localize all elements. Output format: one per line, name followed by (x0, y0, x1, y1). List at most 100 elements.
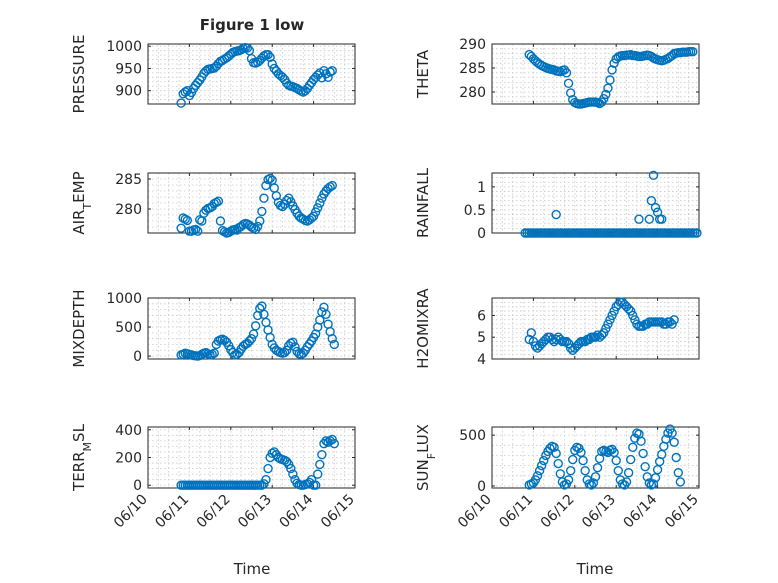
data-point (553, 458, 563, 469)
data-point (250, 321, 261, 331)
data-point (325, 67, 335, 77)
data-point (192, 226, 203, 236)
data-point (244, 336, 255, 346)
data-point (634, 214, 644, 224)
data-point (692, 228, 702, 238)
data-point (290, 342, 300, 352)
data-point (648, 479, 659, 489)
data-point (536, 460, 547, 471)
subplot-terr-msl: 0 200 400 06/10 06/11 06/12 06/13 06/14 06/15 TER… (70, 423, 358, 532)
data-point (261, 474, 271, 485)
y-tick-label: 0 (133, 478, 142, 494)
data-point (597, 330, 607, 340)
data-point (638, 448, 648, 459)
y-tick-label: 0.5 (464, 203, 486, 219)
data-point (563, 475, 574, 485)
data-point (323, 72, 333, 83)
data-point (673, 468, 683, 478)
plot-area (492, 173, 699, 233)
data-point (623, 304, 634, 314)
data-point (539, 455, 549, 466)
data-point (559, 65, 570, 75)
data-point (644, 478, 655, 488)
y-tick-label: 0 (133, 349, 142, 365)
y-axis-label: TERRMSL (70, 423, 94, 492)
data-point (327, 65, 337, 76)
data-point (648, 170, 659, 181)
y-tick-label: 280 (115, 202, 142, 218)
data-point (288, 337, 298, 347)
data-point (563, 78, 574, 89)
x-axis-label-right: Time (576, 560, 614, 578)
y-axis-label: SUNFLUX (414, 424, 438, 491)
axes-frame (147, 297, 356, 360)
data-point (209, 348, 219, 358)
data-point (667, 428, 677, 438)
data-point (561, 336, 572, 347)
data-point (623, 468, 634, 478)
data-point (607, 310, 617, 321)
data-point (650, 202, 661, 213)
data-point (176, 223, 186, 233)
y-tick-label: 5 (477, 330, 486, 346)
y-tick-label: 0 (477, 479, 486, 495)
y-tick-label: 6 (477, 308, 486, 324)
y-axis-label: RAINFALL (414, 167, 432, 238)
y-tick-label: 500 (115, 320, 142, 336)
data-point (271, 191, 282, 201)
x-tick-label: 06/10 (111, 492, 151, 532)
data-point (621, 477, 632, 487)
data-point (661, 434, 671, 444)
data-point (667, 319, 677, 329)
x-axis-label-left: Time (233, 560, 271, 578)
data-point (605, 75, 615, 85)
data-point (530, 341, 541, 351)
data-point (242, 43, 253, 53)
data-point (590, 472, 601, 482)
data-point (265, 52, 275, 63)
data-point (657, 214, 667, 224)
data-point (288, 469, 298, 479)
subplot-rainfall: 0 0.5 1 RAINFALL (414, 167, 702, 242)
x-tick-label: 06/11 (496, 492, 536, 532)
subplot-air-temp: 280 285 AIRTEMP (70, 171, 356, 238)
axes-frame (491, 297, 700, 360)
data-point (313, 203, 323, 213)
data-point (321, 309, 331, 319)
data-point (675, 477, 686, 487)
y-tick-label: 290 (459, 37, 486, 53)
y-tick-label: 285 (459, 61, 486, 77)
y-tick-label: 200 (115, 451, 142, 467)
subplot-mixdepth: 0 500 1000 MIXDEPTH (70, 289, 356, 368)
y-axis-label: AIRTEMP (70, 171, 94, 234)
x-tick-label: 06/15 (662, 492, 702, 532)
data-point (563, 339, 574, 349)
data-point (599, 94, 609, 104)
data-point (669, 315, 679, 325)
data-point (281, 456, 292, 467)
data-point (313, 469, 323, 479)
x-tick-label: 06/14 (621, 491, 661, 531)
data-point (578, 455, 588, 466)
x-tick-label: 06/13 (235, 492, 275, 532)
data-point (267, 59, 277, 69)
y-tick-label: 500 (459, 428, 486, 444)
data-point (329, 438, 339, 449)
data-point (286, 463, 296, 474)
y-axis-label: H2OMIXRA (414, 288, 432, 369)
data-point (267, 448, 277, 459)
subplot-sun-flux: 0 500 06/10 06/11 06/12 06/13 06/14 06/15 SUNFLU… (414, 424, 702, 531)
subplot-pressure: 900 950 1000 PRESSURE (70, 35, 356, 113)
y-tick-label: 1 (477, 180, 486, 196)
data-point (590, 332, 601, 342)
data-point (609, 58, 619, 68)
data-point (315, 459, 325, 470)
data-point (551, 334, 561, 345)
data-point (607, 65, 617, 75)
data-point (261, 180, 271, 191)
data-point (215, 216, 226, 226)
data-point (669, 437, 679, 447)
data-point (265, 173, 275, 184)
data-point (609, 306, 619, 316)
